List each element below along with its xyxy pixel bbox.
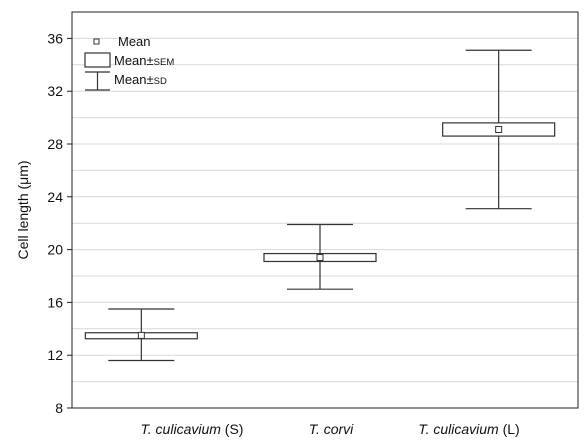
y-axis-ticks: 8 12 16 20 24 28 32 36 — [47, 30, 72, 416]
box-group-1 — [84, 308, 198, 362]
category-label-2: T. corvi — [309, 421, 354, 437]
legend-sem-label: Mean±SEM — [114, 53, 174, 68]
category-label-3: T. culicavium (L) — [418, 421, 519, 437]
y-tick-label: 8 — [55, 400, 63, 416]
box-group-3 — [442, 49, 556, 210]
mean-marker — [495, 125, 503, 133]
y-tick-label: 28 — [47, 136, 63, 152]
y-tick-label: 20 — [47, 242, 63, 258]
y-tick-label: 24 — [47, 189, 63, 205]
plot-data — [84, 49, 556, 362]
x-axis-labels: T. culicavium (S) T. corvi T. culicavium… — [141, 421, 520, 437]
y-tick-label: 32 — [47, 83, 63, 99]
y-axis-title: Cell length (μm) — [15, 160, 31, 259]
gridlines — [72, 37, 578, 383]
category-label-1: T. culicavium (S) — [141, 421, 244, 437]
mean-marker — [316, 254, 324, 262]
legend-mean-label: Mean — [118, 34, 151, 49]
y-tick-label: 12 — [47, 347, 63, 363]
y-tick-label: 36 — [47, 30, 63, 46]
legend-mean-marker — [93, 38, 100, 45]
mean-marker — [137, 331, 145, 339]
legend: Mean Mean±SEM Mean±SD — [84, 34, 174, 91]
box-group-2 — [263, 223, 377, 290]
plot-frame — [71, 11, 579, 409]
legend-sem-box — [84, 52, 111, 68]
legend-sd-label: Mean±SD — [114, 72, 167, 87]
y-tick-label: 16 — [47, 294, 63, 310]
